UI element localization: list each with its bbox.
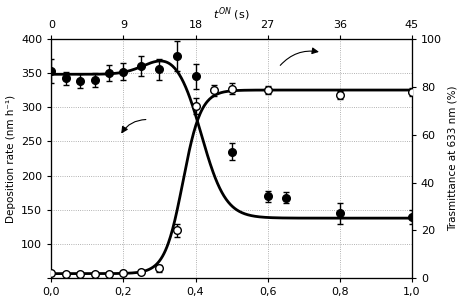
Y-axis label: Deposition rate (nm h⁻¹): Deposition rate (nm h⁻¹) [6,95,16,223]
X-axis label: $t^{ON}$ (s): $t^{ON}$ (s) [213,5,250,23]
Y-axis label: Trasmittance at 633 nm (%): Trasmittance at 633 nm (%) [447,86,457,231]
